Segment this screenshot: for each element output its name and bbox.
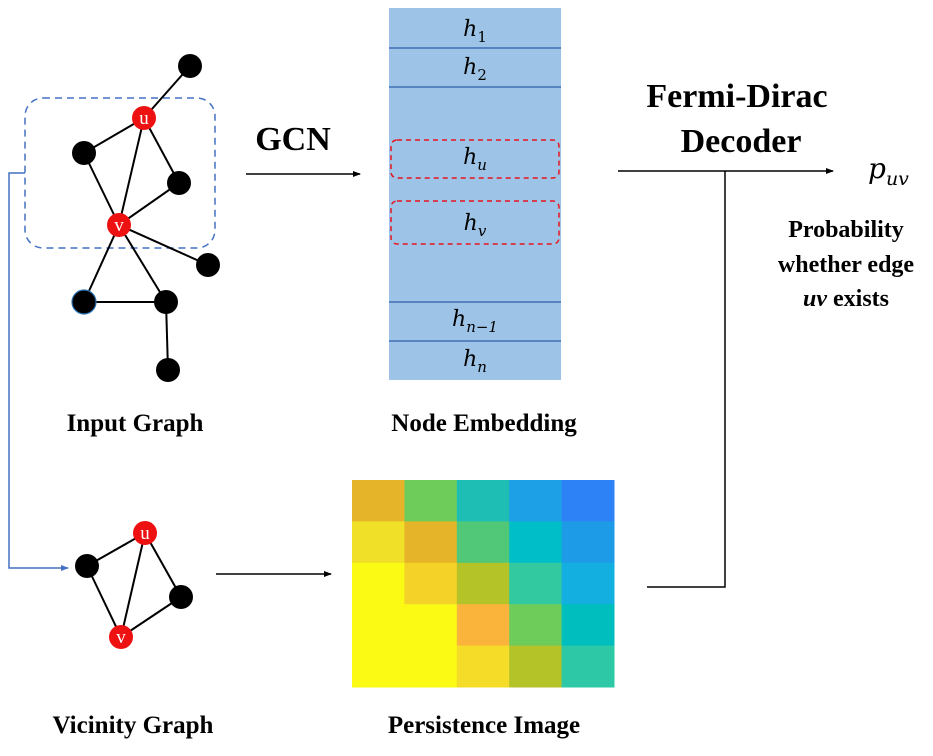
- node-v-label: v: [114, 215, 124, 236]
- graph-node: [167, 171, 191, 195]
- graph-edge: [118, 224, 167, 303]
- graph-edge: [86, 565, 122, 638]
- persistence-cell: [404, 645, 458, 688]
- persistence-cell: [352, 521, 405, 564]
- hu-highlight: [390, 139, 560, 179]
- graph-edge: [118, 224, 209, 266]
- embedding-row-hu: hu: [463, 145, 487, 174]
- persistence-cell: [561, 645, 615, 688]
- persistence-cell: [352, 604, 405, 647]
- vicinity-node-u-label: u: [140, 523, 150, 544]
- graph-node: [71, 289, 97, 315]
- persistence-cell: [561, 562, 615, 605]
- persistence-cell: [456, 480, 510, 522]
- vicinity-node-v-label: v: [116, 627, 126, 648]
- graph-edge: [144, 532, 182, 598]
- output-probability-symbol: puv: [868, 152, 909, 190]
- persistence-image-grid: [352, 480, 615, 688]
- persistence-cell: [352, 480, 405, 522]
- graph-edge: [83, 152, 120, 226]
- persistence-cell: [509, 645, 563, 688]
- persistence-cell: [561, 521, 615, 564]
- hv-highlight: [390, 200, 560, 245]
- graph-edge: [120, 596, 182, 638]
- graph-node: [196, 253, 220, 277]
- graph-node: [75, 554, 99, 578]
- input-graph-nodes: u v: [71, 54, 220, 382]
- persistence-cell: [404, 562, 458, 605]
- decoder-label-line2: Decoder: [681, 123, 802, 160]
- graph-edge: [83, 224, 120, 303]
- gcn-label: GCN: [255, 121, 331, 158]
- probability-description-line2: whether edge: [778, 252, 915, 278]
- embedding-row-hn-1: hn−1: [452, 307, 498, 336]
- input-graph-caption: Input Graph: [67, 410, 204, 437]
- decoder-label-line1: Fermi-Dirac: [646, 78, 827, 115]
- graph-node: [169, 585, 193, 609]
- node-embedding: h1 h2 hu hv hn−1 hn Node Embedding: [389, 8, 577, 437]
- graph-edge: [120, 532, 146, 638]
- vicinity-connector: [8, 172, 69, 571]
- node-u-label: u: [139, 108, 149, 129]
- input-graph-edges: [83, 65, 209, 371]
- embedding-row-h1: h1: [463, 17, 487, 46]
- vicinity-graph: u v Vicinity Graph: [53, 521, 214, 739]
- probability-description-line3: uv exists: [803, 286, 889, 312]
- persistence-image-caption: Persistence Image: [388, 712, 580, 739]
- persistence-cell: [509, 521, 563, 564]
- persistence-cell: [456, 604, 510, 647]
- graph-node: [178, 54, 202, 78]
- embedding-row-hv: hv: [464, 211, 487, 240]
- vicinity-node-u: [133, 521, 157, 545]
- persistence-cell: [509, 562, 563, 605]
- graph-edge: [118, 117, 145, 226]
- persistence-cell: [561, 604, 615, 647]
- persistence-cell: [404, 604, 458, 647]
- vicinity-node-v: [109, 625, 133, 649]
- persistence-to-decoder-connector: [647, 171, 726, 588]
- embedding-matrix: [389, 8, 561, 380]
- graph-node: [156, 358, 180, 382]
- persistence-cell: [352, 645, 405, 688]
- persistence-cell: [509, 480, 563, 522]
- persistence-cell: [352, 562, 405, 605]
- graph-node: [72, 141, 96, 165]
- vicinity-graph-caption: Vicinity Graph: [53, 712, 214, 739]
- graph-edge: [143, 117, 180, 184]
- vicinity-highlight-box: [24, 97, 216, 249]
- persistence-cell: [509, 604, 563, 647]
- node-u: [132, 106, 156, 130]
- persistence-cell: [456, 521, 510, 564]
- persistence-cell: [404, 480, 458, 522]
- persistence-cell: [561, 480, 615, 522]
- input-graph: u v Input Graph: [24, 54, 220, 437]
- persistence-cell: [456, 562, 510, 605]
- node-embedding-caption: Node Embedding: [391, 410, 577, 437]
- graph-edge: [118, 182, 180, 226]
- node-v: [107, 213, 131, 237]
- graph-node: [154, 290, 178, 314]
- embedding-row-hn: hn: [463, 347, 487, 376]
- persistence-image: Persistence Image: [352, 480, 615, 739]
- persistence-cell: [404, 521, 458, 564]
- persistence-cell: [456, 645, 510, 688]
- probability-description-line1: Probability: [788, 217, 904, 243]
- embedding-row-h2: h2: [463, 55, 487, 84]
